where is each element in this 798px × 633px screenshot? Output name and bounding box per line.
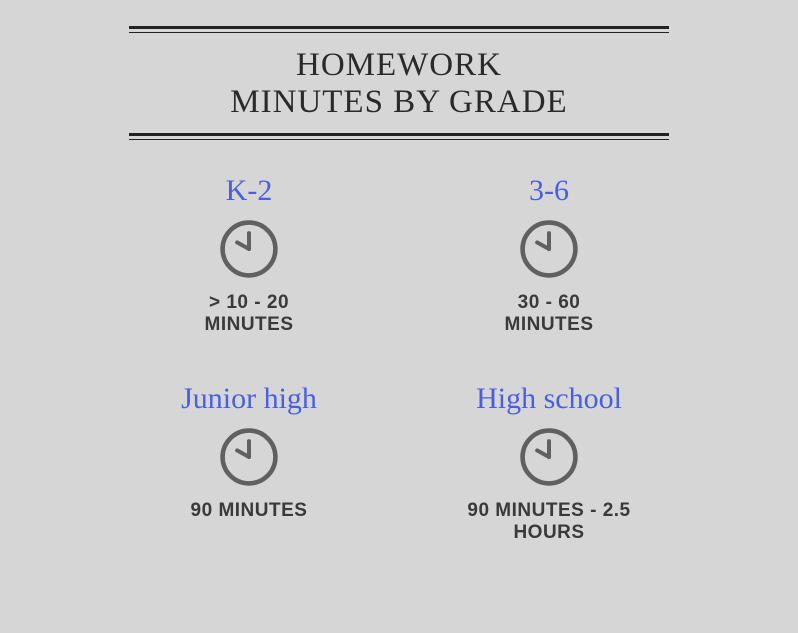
grade-label: K-2 [119, 174, 379, 208]
clock-icon [419, 216, 679, 282]
duration-line-1: > 10 - 20 [209, 292, 289, 313]
duration-line-2: HOURS [513, 522, 584, 543]
duration-label: 90 MINUTES [119, 500, 379, 522]
grade-cell-high-school: High school 90 MINUTES - 2.5 HOURS [419, 382, 679, 544]
duration-line-2: MINUTES [205, 314, 294, 335]
duration-label: 30 - 60 MINUTES [419, 292, 679, 336]
title-block: HOMEWORK MINUTES BY GRADE [0, 33, 798, 133]
duration-line-2: MINUTES [505, 314, 594, 335]
duration-line-1: 90 MINUTES - 2.5 [467, 500, 630, 521]
duration-label: 90 MINUTES - 2.5 HOURS [419, 500, 679, 544]
clock-icon [119, 424, 379, 490]
clock-icon [419, 424, 679, 490]
clock-icon [119, 216, 379, 282]
grade-label: High school [419, 382, 679, 416]
duration-label: > 10 - 20 MINUTES [119, 292, 379, 336]
bottom-rule-thin [129, 139, 669, 140]
top-rule-thick [129, 26, 669, 29]
grade-cell-3-6: 3-6 30 - 60 MINUTES [419, 174, 679, 336]
grade-grid: K-2 > 10 - 20 MINUTES 3-6 30 - 60 MINUTE… [119, 174, 679, 543]
title-line-2: MINUTES BY GRADE [0, 84, 798, 121]
infographic-root: HOMEWORK MINUTES BY GRADE K-2 > 10 - 20 … [0, 0, 798, 543]
grade-cell-k2: K-2 > 10 - 20 MINUTES [119, 174, 379, 336]
duration-line-1: 30 - 60 [518, 292, 581, 313]
grade-label: 3-6 [419, 174, 679, 208]
title-line-1: HOMEWORK [0, 47, 798, 84]
grade-cell-junior-high: Junior high 90 MINUTES [119, 382, 379, 544]
bottom-rule-thick [129, 133, 669, 136]
duration-line-1: 90 MINUTES [191, 500, 308, 521]
grade-label: Junior high [119, 382, 379, 416]
